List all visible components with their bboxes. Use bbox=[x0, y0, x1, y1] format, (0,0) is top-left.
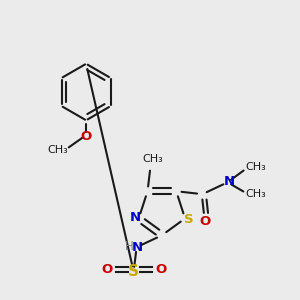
Text: CH₃: CH₃ bbox=[47, 145, 68, 155]
Text: CH₃: CH₃ bbox=[142, 154, 163, 164]
Text: H: H bbox=[125, 239, 134, 253]
Text: CH₃: CH₃ bbox=[245, 189, 266, 199]
Text: N: N bbox=[132, 241, 143, 254]
Text: N: N bbox=[223, 175, 234, 188]
Text: O: O bbox=[80, 130, 92, 143]
Text: S: S bbox=[128, 264, 139, 279]
Text: CH₃: CH₃ bbox=[245, 162, 266, 172]
Text: O: O bbox=[200, 215, 211, 228]
Text: N: N bbox=[129, 212, 140, 224]
Text: O: O bbox=[155, 263, 166, 276]
Text: S: S bbox=[184, 213, 194, 226]
Text: O: O bbox=[101, 263, 112, 276]
